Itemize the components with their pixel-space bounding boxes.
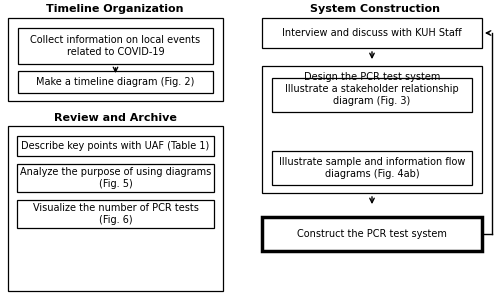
Text: Illustrate a stakeholder relationship
diagram (Fig. 3): Illustrate a stakeholder relationship di… <box>285 84 459 106</box>
Bar <box>18 28 213 64</box>
Bar <box>262 66 482 193</box>
Text: Collect information on local events
related to COVID-19: Collect information on local events rela… <box>30 35 200 57</box>
Text: Construct the PCR test system: Construct the PCR test system <box>297 229 447 239</box>
Bar <box>17 200 214 228</box>
Bar <box>262 217 482 251</box>
Text: Timeline Organization: Timeline Organization <box>46 4 184 14</box>
Bar <box>8 126 223 291</box>
Bar <box>262 18 482 48</box>
Bar <box>8 18 223 101</box>
Text: Analyze the purpose of using diagrams
(Fig. 5): Analyze the purpose of using diagrams (F… <box>20 167 211 189</box>
Bar <box>272 151 472 185</box>
Text: Visualize the number of PCR tests
(Fig. 6): Visualize the number of PCR tests (Fig. … <box>32 203 198 225</box>
Bar <box>17 136 214 156</box>
Text: Design the PCR test system: Design the PCR test system <box>304 72 440 82</box>
Bar <box>17 164 214 192</box>
Text: Make a timeline diagram (Fig. 2): Make a timeline diagram (Fig. 2) <box>36 77 194 87</box>
Text: Review and Archive: Review and Archive <box>54 113 176 123</box>
Text: Illustrate sample and information flow
diagrams (Fig. 4ab): Illustrate sample and information flow d… <box>279 157 465 179</box>
Text: System Construction: System Construction <box>310 4 440 14</box>
Bar <box>18 71 213 93</box>
Text: Describe key points with UAF (Table 1): Describe key points with UAF (Table 1) <box>22 141 210 151</box>
Bar <box>272 78 472 112</box>
Text: Interview and discuss with KUH Staff: Interview and discuss with KUH Staff <box>282 28 462 38</box>
